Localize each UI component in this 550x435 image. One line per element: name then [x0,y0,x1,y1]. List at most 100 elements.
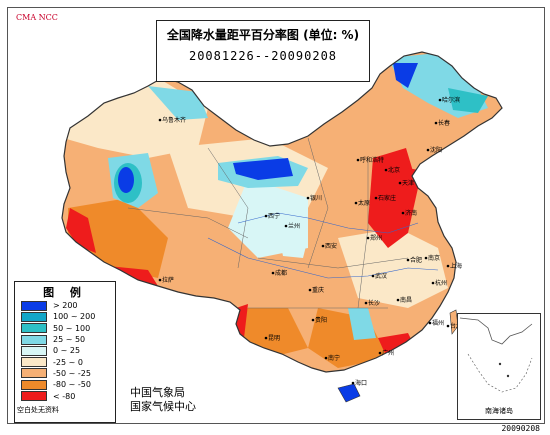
city-label: 上海 [450,262,462,270]
legend-rows: > 200 100 ~ 200 50 ~ 100 25 ~ 50 0 ~ 25 -25 ~… [15,300,115,402]
legend-item: 25 ~ 50 [21,334,115,345]
legend-item: -25 ~ 0 [21,356,115,368]
city-label: 海口 [355,379,367,387]
city-dot [366,236,370,240]
issuer-line-2: 国家气候中心 [130,400,196,413]
city-label: 南京 [428,254,440,262]
city-label: 沈阳 [430,146,442,154]
hainan-island [337,383,361,403]
legend-label: -50 ~ -25 [53,368,91,378]
city-label: 西安 [325,242,337,250]
city-dot [158,278,162,282]
city-label: 天津 [402,180,414,187]
city-label: 西宁 [268,212,280,220]
legend-swatch [21,357,47,368]
china-border [61,51,503,373]
city-dot [284,224,288,228]
city-dot [308,288,312,292]
legend-label: -25 ~ 0 [53,357,83,367]
legend-item: 100 ~ 200 [21,311,115,322]
issuer: 中国气象局 国家气候中心 [130,386,196,414]
city-label: 重庆 [312,286,324,294]
inset-label: 南海诸岛 [485,407,513,415]
city-dot [378,351,382,355]
city-dot [438,98,442,102]
city-dot [264,336,268,340]
city-dot [398,181,402,185]
city-dot [321,244,325,248]
city-dot [406,258,410,262]
city-dot [446,264,450,268]
city-dot [384,168,388,172]
city-dot [264,214,268,218]
city-label: 哈尔滨 [442,96,460,104]
city-dot [374,196,378,200]
city-dot [364,301,368,305]
city-label: 武汉 [375,272,387,280]
city-label: 长沙 [368,299,380,307]
legend-label: > 200 [53,301,78,311]
city-dot [354,201,358,205]
city-label: 南昌 [400,296,412,304]
legend-item: -80 ~ -50 [21,379,115,390]
city-dot [434,121,438,125]
city-dot [428,321,432,325]
city-label: 兰州 [288,222,300,230]
issuer-line-1: 中国气象局 [130,386,185,399]
province-borders [127,137,409,309]
cma-logo: CMA NCC [16,13,58,22]
city-dot [306,196,310,200]
date-range: 20081226--20090208 [188,49,338,63]
city-dot [371,274,375,278]
legend-swatch [21,300,47,311]
city-label: 杭州 [435,279,447,287]
legend-swatch [21,379,47,390]
legend-item: 0 ~ 25 [21,345,115,356]
legend-swatch [21,323,47,334]
legend-swatch [21,311,47,322]
south-china-sea-inset: 南海诸岛 [457,313,541,420]
map-title: 全国降水量距平百分率图 (单位: %) [166,28,360,42]
legend-item: -50 ~ -25 [21,368,115,379]
city-dot [158,118,162,122]
legend-label: 25 ~ 50 [53,335,86,345]
city-dot [351,381,355,385]
legend-item: 50 ~ 100 [21,323,115,334]
title-box: 全国降水量距平百分率图 (单位: %) 20081226--20090208 [156,20,370,82]
legend-swatch [21,368,47,379]
city-dot [424,256,428,260]
city-dot [271,271,275,275]
city-label: 乌鲁木齐 [162,116,186,124]
city-label: 成都 [275,269,287,277]
city-label: 长春 [438,119,450,127]
legend-swatch [21,345,47,356]
legend-item: > 200 [21,300,115,311]
legend-title: 图 例 [43,286,87,299]
city-dot [311,318,315,322]
city-label: 银川 [310,194,322,202]
city-dot [324,356,328,360]
city-label: 贵阳 [315,316,327,324]
city-label: 济南 [405,209,417,217]
legend-swatch [21,391,47,402]
legend-label: 0 ~ 25 [53,346,81,356]
city-label: 郑州 [370,234,382,242]
legend-label: -80 ~ -50 [53,380,91,390]
city-dot [446,324,450,328]
date-stamp: 20090208 [501,424,540,433]
city-label: 台北 [450,322,462,330]
city-label: 北京 [388,166,400,174]
city-dot [431,281,435,285]
city-label: 合肥 [410,256,422,264]
city-label: 南宁 [328,354,340,362]
city-dot [401,211,405,215]
legend-label: 100 ~ 200 [53,312,96,322]
map-frame: 乌鲁木齐 哈尔滨 长春 沈阳 呼和浩特 北京 天津 石家庄 太原 银川 西宁 兰州 济南 郑州 西安 南京 合肥… [7,7,545,424]
city-label: 广州 [382,349,394,357]
city-label: 福州 [432,319,444,327]
city-label: 昆明 [268,335,280,342]
legend-label: 50 ~ 100 [53,323,91,333]
city-dot [396,298,400,302]
city-label: 拉萨 [162,276,174,284]
